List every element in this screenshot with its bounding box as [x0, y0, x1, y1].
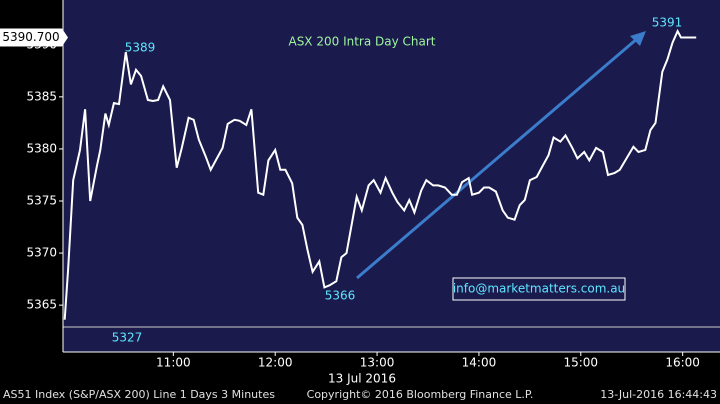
x-tick-label: 11:00: [156, 356, 191, 370]
price-line: [63, 28, 697, 320]
trend-arrow: [356, 36, 639, 280]
footer-center: Copyright© 2016 Bloomberg Finance L.P.: [307, 388, 534, 401]
x-axis-label: 13 Jul 2016: [328, 372, 396, 386]
x-tick-label: 15:00: [563, 356, 598, 370]
x-tick-label: 16:00: [665, 356, 700, 370]
annotation: 5366: [325, 289, 356, 303]
y-tick-label: 5370: [26, 246, 57, 260]
contact: info@marketmatters.com.au: [453, 282, 625, 296]
x-tick-label: 14:00: [462, 356, 497, 370]
footer-bar: [0, 386, 720, 404]
y-tick-label: 5375: [26, 193, 57, 207]
arrow-head: [630, 31, 646, 46]
annotation: 5389: [125, 41, 156, 55]
footer-right: 13-Jul-2016 16:44:43: [600, 388, 717, 401]
last-price-box: [0, 28, 62, 47]
annotation: 5391: [652, 16, 683, 30]
last-price-label: 5390.700: [2, 30, 59, 44]
y-tick-label: 5365: [26, 298, 57, 312]
last-price-pointer: [62, 28, 68, 47]
x-tick-label: 12:00: [258, 356, 293, 370]
x-tick-label: 13:00: [360, 356, 395, 370]
y-tick-label: 5380: [26, 141, 57, 155]
y-tick-label: 5385: [26, 89, 57, 103]
contact-box: [452, 277, 626, 301]
chart-title: ASX 200 Intra Day Chart: [288, 35, 435, 49]
footer-left: AS51 Index (S&P/ASX 200) Line 1 Days 3 M…: [3, 388, 275, 401]
annotation: 5327: [112, 331, 143, 345]
